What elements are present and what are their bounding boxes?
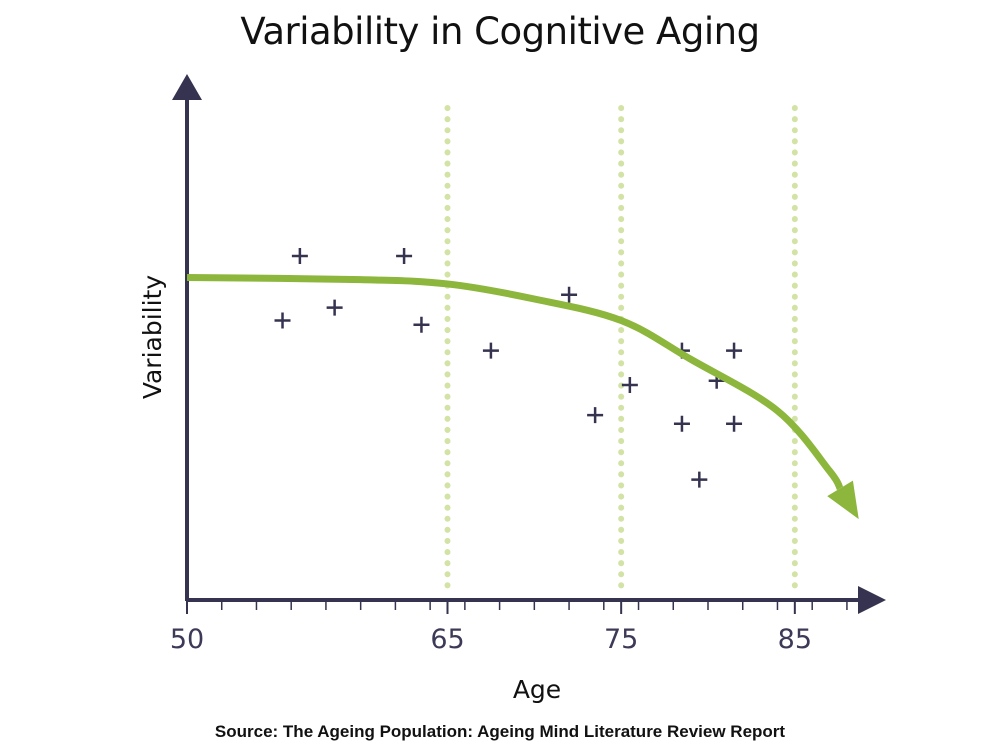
data-point — [396, 248, 413, 264]
data-point — [691, 471, 708, 488]
data-point — [726, 342, 743, 359]
data-point — [726, 415, 743, 432]
tick-label-75: 75 — [604, 624, 638, 655]
data-point — [291, 248, 308, 264]
tick-label-50: 50 — [170, 624, 204, 655]
x-axis-arrowhead — [858, 586, 886, 614]
trend-arrowhead — [827, 480, 859, 520]
data-points — [274, 248, 743, 488]
data-point — [274, 312, 291, 329]
x-axis-ticks — [186, 600, 848, 614]
y-axis-arrowhead — [172, 74, 202, 100]
data-point — [621, 377, 638, 393]
data-point — [413, 316, 430, 333]
source-note: Source: The Ageing Population: Ageing Mi… — [214, 722, 786, 741]
data-point — [482, 342, 499, 359]
vertical-gridlines — [444, 105, 798, 599]
data-point — [561, 286, 578, 303]
data-point — [673, 415, 690, 432]
tick-label-65: 65 — [430, 624, 464, 655]
tick-label-85: 85 — [778, 624, 812, 655]
chart-title: Variability in Cognitive Aging — [240, 10, 760, 53]
y-axis-title: Variability — [138, 275, 167, 400]
trend-line — [186, 274, 844, 491]
x-axis-tick-labels: 50 65 75 85 — [170, 624, 812, 655]
x-axis-title: Age — [513, 675, 561, 704]
trend-curve — [186, 274, 859, 520]
data-point — [326, 299, 343, 316]
axes — [172, 74, 886, 614]
data-point — [587, 407, 604, 424]
